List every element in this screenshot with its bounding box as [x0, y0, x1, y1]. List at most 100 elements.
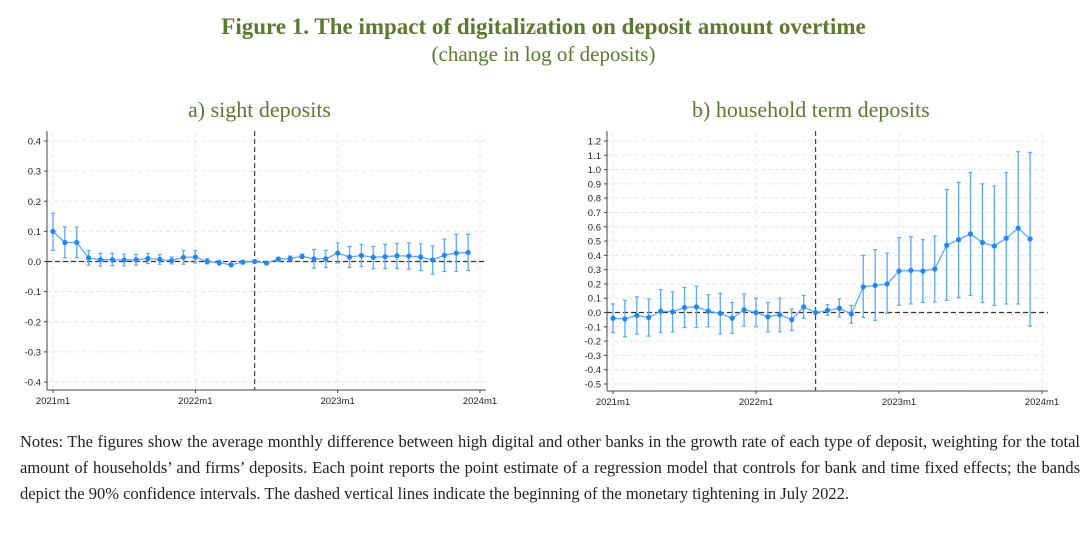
data-point — [216, 260, 222, 266]
y-tick-label: 1.2 — [588, 137, 601, 148]
charts-canvas: 0.4 0.3 0.2 0.1 0.0 -0.1 -0.2 -0.3 -0.4 2021m1 202… — [25, 131, 1059, 408]
data-point — [323, 256, 329, 262]
estimate-line — [612, 227, 1031, 321]
data-point — [406, 253, 412, 259]
y-tick-label: 0.4 — [588, 251, 601, 262]
data-point — [824, 307, 831, 313]
data-point — [394, 253, 400, 259]
data-point — [453, 250, 459, 256]
y-tick-label: -0.2 — [585, 337, 601, 348]
data-point — [192, 254, 198, 260]
data-point — [240, 259, 246, 265]
y-tick-label: -0.2 — [25, 317, 41, 328]
y-tick-label: 1.0 — [588, 165, 601, 176]
x-tick-label: 2024m1 — [463, 396, 497, 407]
y-tick-label: 0.1 — [588, 294, 601, 305]
data-point — [836, 305, 843, 311]
y-tick-label: -0.1 — [25, 287, 41, 298]
y-tick-label: -0.3 — [585, 351, 601, 362]
x-tick-label: 2021m1 — [596, 397, 630, 408]
x-tick-label: 2022m1 — [739, 397, 773, 408]
data-point — [1015, 225, 1021, 231]
data-point — [228, 262, 234, 268]
data-point — [777, 312, 783, 318]
data-point — [979, 239, 986, 246]
y-tick-label: 0.8 — [588, 194, 601, 205]
data-point — [62, 239, 68, 246]
data-point — [860, 284, 866, 290]
y-tick-label: 0.7 — [588, 208, 601, 219]
y-tick-label: -0.3 — [25, 347, 41, 358]
data-point — [610, 315, 616, 321]
data-point — [275, 256, 281, 262]
panel-b-title: b) household term deposits — [692, 97, 930, 122]
y-tick-label: 0.2 — [28, 197, 41, 208]
data-point — [872, 282, 878, 288]
data-point — [658, 308, 664, 314]
figure-notes: Notes: The figures show the average mont… — [20, 432, 1080, 503]
y-tick-label: 0.6 — [588, 222, 601, 233]
data-point — [287, 255, 293, 262]
data-point — [74, 239, 80, 246]
data-point — [145, 255, 151, 262]
data-point — [765, 314, 771, 320]
data-point — [50, 228, 56, 234]
data-point — [681, 304, 688, 311]
data-point — [263, 260, 270, 266]
data-point — [741, 307, 747, 313]
data-point — [801, 304, 807, 310]
y-tick-label: 1.1 — [588, 151, 601, 162]
y-tick-label: -0.5 — [585, 380, 601, 391]
y-tick-label: 0.5 — [588, 237, 601, 248]
data-point — [884, 281, 890, 287]
data-point — [932, 266, 938, 272]
data-point — [109, 257, 115, 263]
data-point — [465, 249, 471, 256]
x-tick-label: 2023m1 — [882, 397, 916, 408]
data-point — [311, 256, 317, 262]
data-point — [753, 309, 759, 316]
figure-title: Figure 1. The impact of digitalization o… — [221, 14, 866, 39]
data-point — [920, 268, 926, 274]
data-point — [646, 314, 652, 321]
data-point — [370, 254, 376, 260]
data-point — [634, 312, 640, 318]
data-point — [358, 252, 364, 259]
y-tick-label: 0.3 — [28, 167, 41, 178]
data-point — [133, 257, 139, 263]
data-point — [382, 254, 388, 260]
y-tick-label: 0.2 — [588, 279, 601, 290]
x-tick-label: 2022m1 — [178, 396, 212, 407]
data-point — [418, 254, 424, 260]
y-tick-label: -0.1 — [585, 322, 601, 333]
data-point — [896, 268, 902, 274]
y-tick-label: 0.0 — [28, 257, 41, 268]
data-point — [346, 254, 353, 260]
y-tick-label: -0.4 — [585, 365, 601, 376]
data-point — [97, 257, 104, 263]
data-point — [180, 254, 187, 260]
chart-panel-a: 0.4 0.3 0.2 0.1 0.0 -0.1 -0.2 -0.3 -0.4 2021m1 202… — [25, 131, 497, 407]
data-point — [429, 257, 436, 263]
y-tick-label: 0.4 — [28, 137, 41, 148]
data-point — [1003, 235, 1009, 241]
y-tick-label: 0.9 — [588, 179, 601, 190]
data-point — [157, 256, 163, 262]
chart-panel-b: 1.2 1.1 1.0 0.9 0.8 0.7 0.6 0.5 0.4 0.3 0.2 0.1 0.0 -… — [585, 131, 1059, 408]
data-point — [335, 250, 341, 256]
data-point — [622, 316, 628, 322]
data-point — [1027, 236, 1033, 242]
y-tick-label: 0.3 — [588, 265, 601, 276]
estimate-line — [52, 230, 469, 266]
x-tick-label: 2023m1 — [320, 396, 354, 407]
data-point — [169, 257, 175, 264]
data-point — [693, 304, 700, 310]
data-point — [441, 252, 448, 258]
data-point — [705, 308, 711, 314]
y-tick-label: 0.1 — [28, 227, 41, 238]
x-tick-label: 2024m1 — [1025, 397, 1059, 408]
data-point — [908, 267, 914, 273]
data-point — [944, 242, 950, 248]
data-point — [669, 309, 676, 315]
data-point — [299, 253, 305, 259]
